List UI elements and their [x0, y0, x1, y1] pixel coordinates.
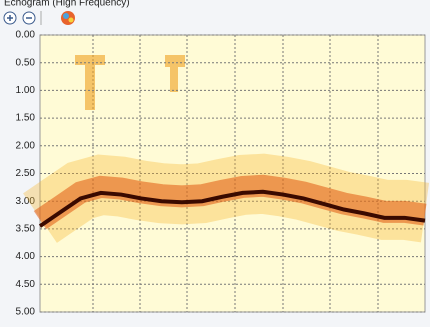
y-tick-label: 3.50	[16, 224, 36, 235]
y-tick-label: 2.00	[16, 140, 36, 151]
color-button[interactable]	[61, 11, 75, 25]
y-tick-label: 1.00	[16, 85, 36, 96]
bottom-line	[38, 189, 426, 228]
echo-core	[33, 174, 427, 230]
zoom-in-button[interactable]	[3, 11, 17, 25]
y-tick-label: 0.50	[16, 57, 36, 68]
zoom-out-button[interactable]	[22, 11, 36, 25]
y-tick-label: 1.50	[16, 113, 36, 124]
y-tick-label: 0.00	[16, 30, 36, 41]
window-title: Echogram (High Frequency)	[4, 0, 130, 9]
y-tick-label: 3.00	[16, 196, 36, 207]
surface-scatter	[75, 55, 185, 110]
y-tick-label: 5.00	[16, 307, 36, 318]
y-tick-label: 2.50	[16, 168, 36, 179]
y-tick-label: 4.50	[16, 279, 36, 290]
y-tick-label: 4.00	[16, 251, 36, 262]
